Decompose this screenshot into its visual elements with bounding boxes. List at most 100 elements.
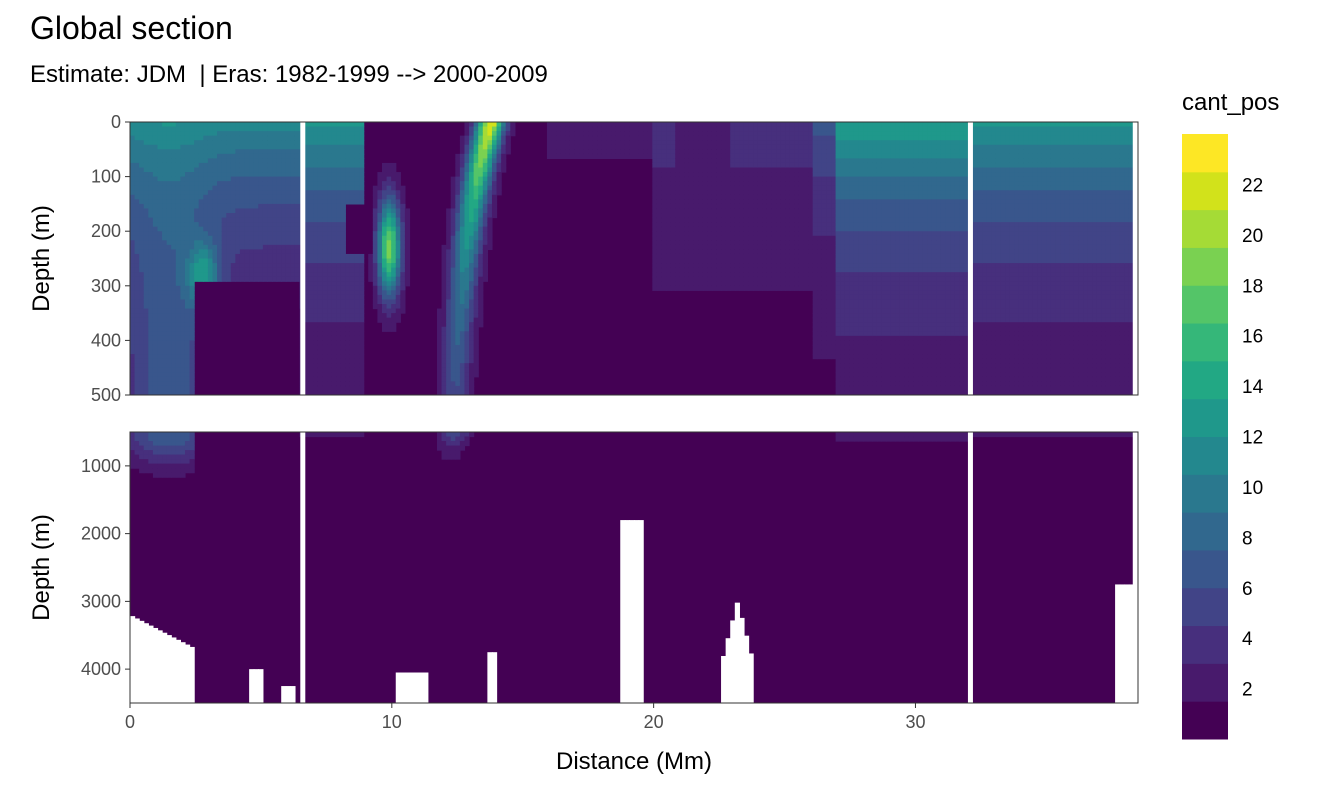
contour-cell [313, 272, 319, 278]
contour-cell [592, 140, 598, 146]
contour-cell [143, 153, 149, 159]
contour-cell [459, 253, 466, 260]
contour-cell [336, 122, 342, 128]
contour-cell [469, 253, 475, 260]
contour-cell [148, 240, 154, 246]
contour-cell [675, 213, 681, 219]
contour-cell [134, 326, 140, 332]
contour-cell [304, 390, 310, 395]
contour-cell [267, 267, 273, 273]
contour-cell [322, 344, 328, 351]
contour-cell [459, 313, 466, 319]
contour-cell [175, 340, 181, 346]
contour-cell [391, 285, 397, 291]
contour-cell [776, 140, 782, 146]
contour-cell [450, 344, 456, 351]
contour-cell [230, 217, 236, 223]
contour-cell [166, 344, 172, 351]
contour-cell [395, 313, 401, 319]
contour-cell [684, 126, 690, 132]
contour-cell [171, 294, 177, 301]
contour-cell [656, 258, 663, 264]
contour-cell [798, 176, 805, 182]
contour-cell [130, 122, 136, 128]
contour-cell [331, 385, 337, 392]
contour-cell [272, 181, 278, 187]
contour-cell [180, 153, 186, 159]
contour-cell [313, 172, 319, 178]
contour-cell [721, 272, 727, 278]
contour-cell [826, 354, 832, 360]
contour-cell [469, 263, 475, 269]
contour-cell [139, 172, 145, 178]
contour-cell [734, 272, 740, 278]
contour-cell [258, 258, 264, 264]
contour-cell [198, 240, 204, 246]
contour-cell [826, 203, 832, 210]
contour-cell [134, 240, 140, 246]
contour-cell [693, 222, 699, 228]
contour-cell [808, 253, 814, 260]
contour-cell [656, 181, 663, 187]
contour-cell [258, 240, 264, 246]
contour-cell [230, 272, 236, 278]
contour-cell [134, 385, 140, 392]
contour-cell [139, 135, 145, 141]
contour-cell [175, 244, 181, 250]
contour-cell [817, 304, 823, 310]
contour-cell [130, 153, 136, 159]
contour-cell [313, 340, 319, 346]
contour-cell [189, 249, 195, 255]
contour-cell [721, 276, 727, 282]
contour-cell [304, 308, 310, 314]
contour-cell [675, 276, 681, 282]
contour-cell [134, 390, 140, 395]
contour-cell [148, 126, 154, 132]
contour-cell [666, 149, 672, 155]
contour-cell [327, 213, 333, 219]
contour-cell [285, 158, 291, 164]
contour-cell [464, 267, 470, 273]
contour-cell [725, 172, 731, 178]
contour-cell [262, 208, 269, 214]
contour-cell [221, 162, 227, 169]
contour-cell [171, 194, 177, 200]
contour-cell [130, 244, 136, 250]
contour-cell [166, 253, 172, 260]
contour-cell [322, 276, 328, 282]
contour-cell [743, 181, 750, 187]
contour-cell [359, 326, 365, 332]
contour-cell [730, 276, 736, 282]
contour-cell [313, 213, 319, 219]
contour-cell [482, 258, 488, 264]
contour-cell [148, 194, 154, 200]
contour-cell [267, 162, 273, 169]
contour-cell [464, 226, 470, 232]
contour-cell [574, 140, 580, 146]
contour-cell [171, 290, 177, 296]
contour-cell [647, 122, 653, 128]
contour-cell [464, 149, 470, 155]
contour-cell [354, 344, 360, 351]
contour-cell [395, 249, 401, 255]
contour-cell [711, 181, 718, 187]
contour-cell [794, 244, 800, 250]
contour-cell [290, 222, 296, 228]
contour-cell [482, 135, 488, 141]
contour-cell [372, 244, 379, 250]
contour-cell [757, 231, 763, 237]
contour-cell [171, 363, 177, 369]
contour-cell [217, 276, 223, 282]
contour-cell [560, 149, 566, 155]
contour-cell [317, 276, 324, 282]
contour-cell [748, 158, 754, 164]
contour-cell [711, 272, 718, 278]
contour-cell [304, 299, 310, 305]
contour-cell [721, 149, 727, 155]
contour-cell [798, 122, 805, 128]
contour-cell [400, 208, 406, 214]
contour-cell [143, 240, 149, 246]
contour-cell [331, 294, 337, 301]
contour-cell [679, 208, 685, 214]
contour-cell [743, 208, 750, 214]
